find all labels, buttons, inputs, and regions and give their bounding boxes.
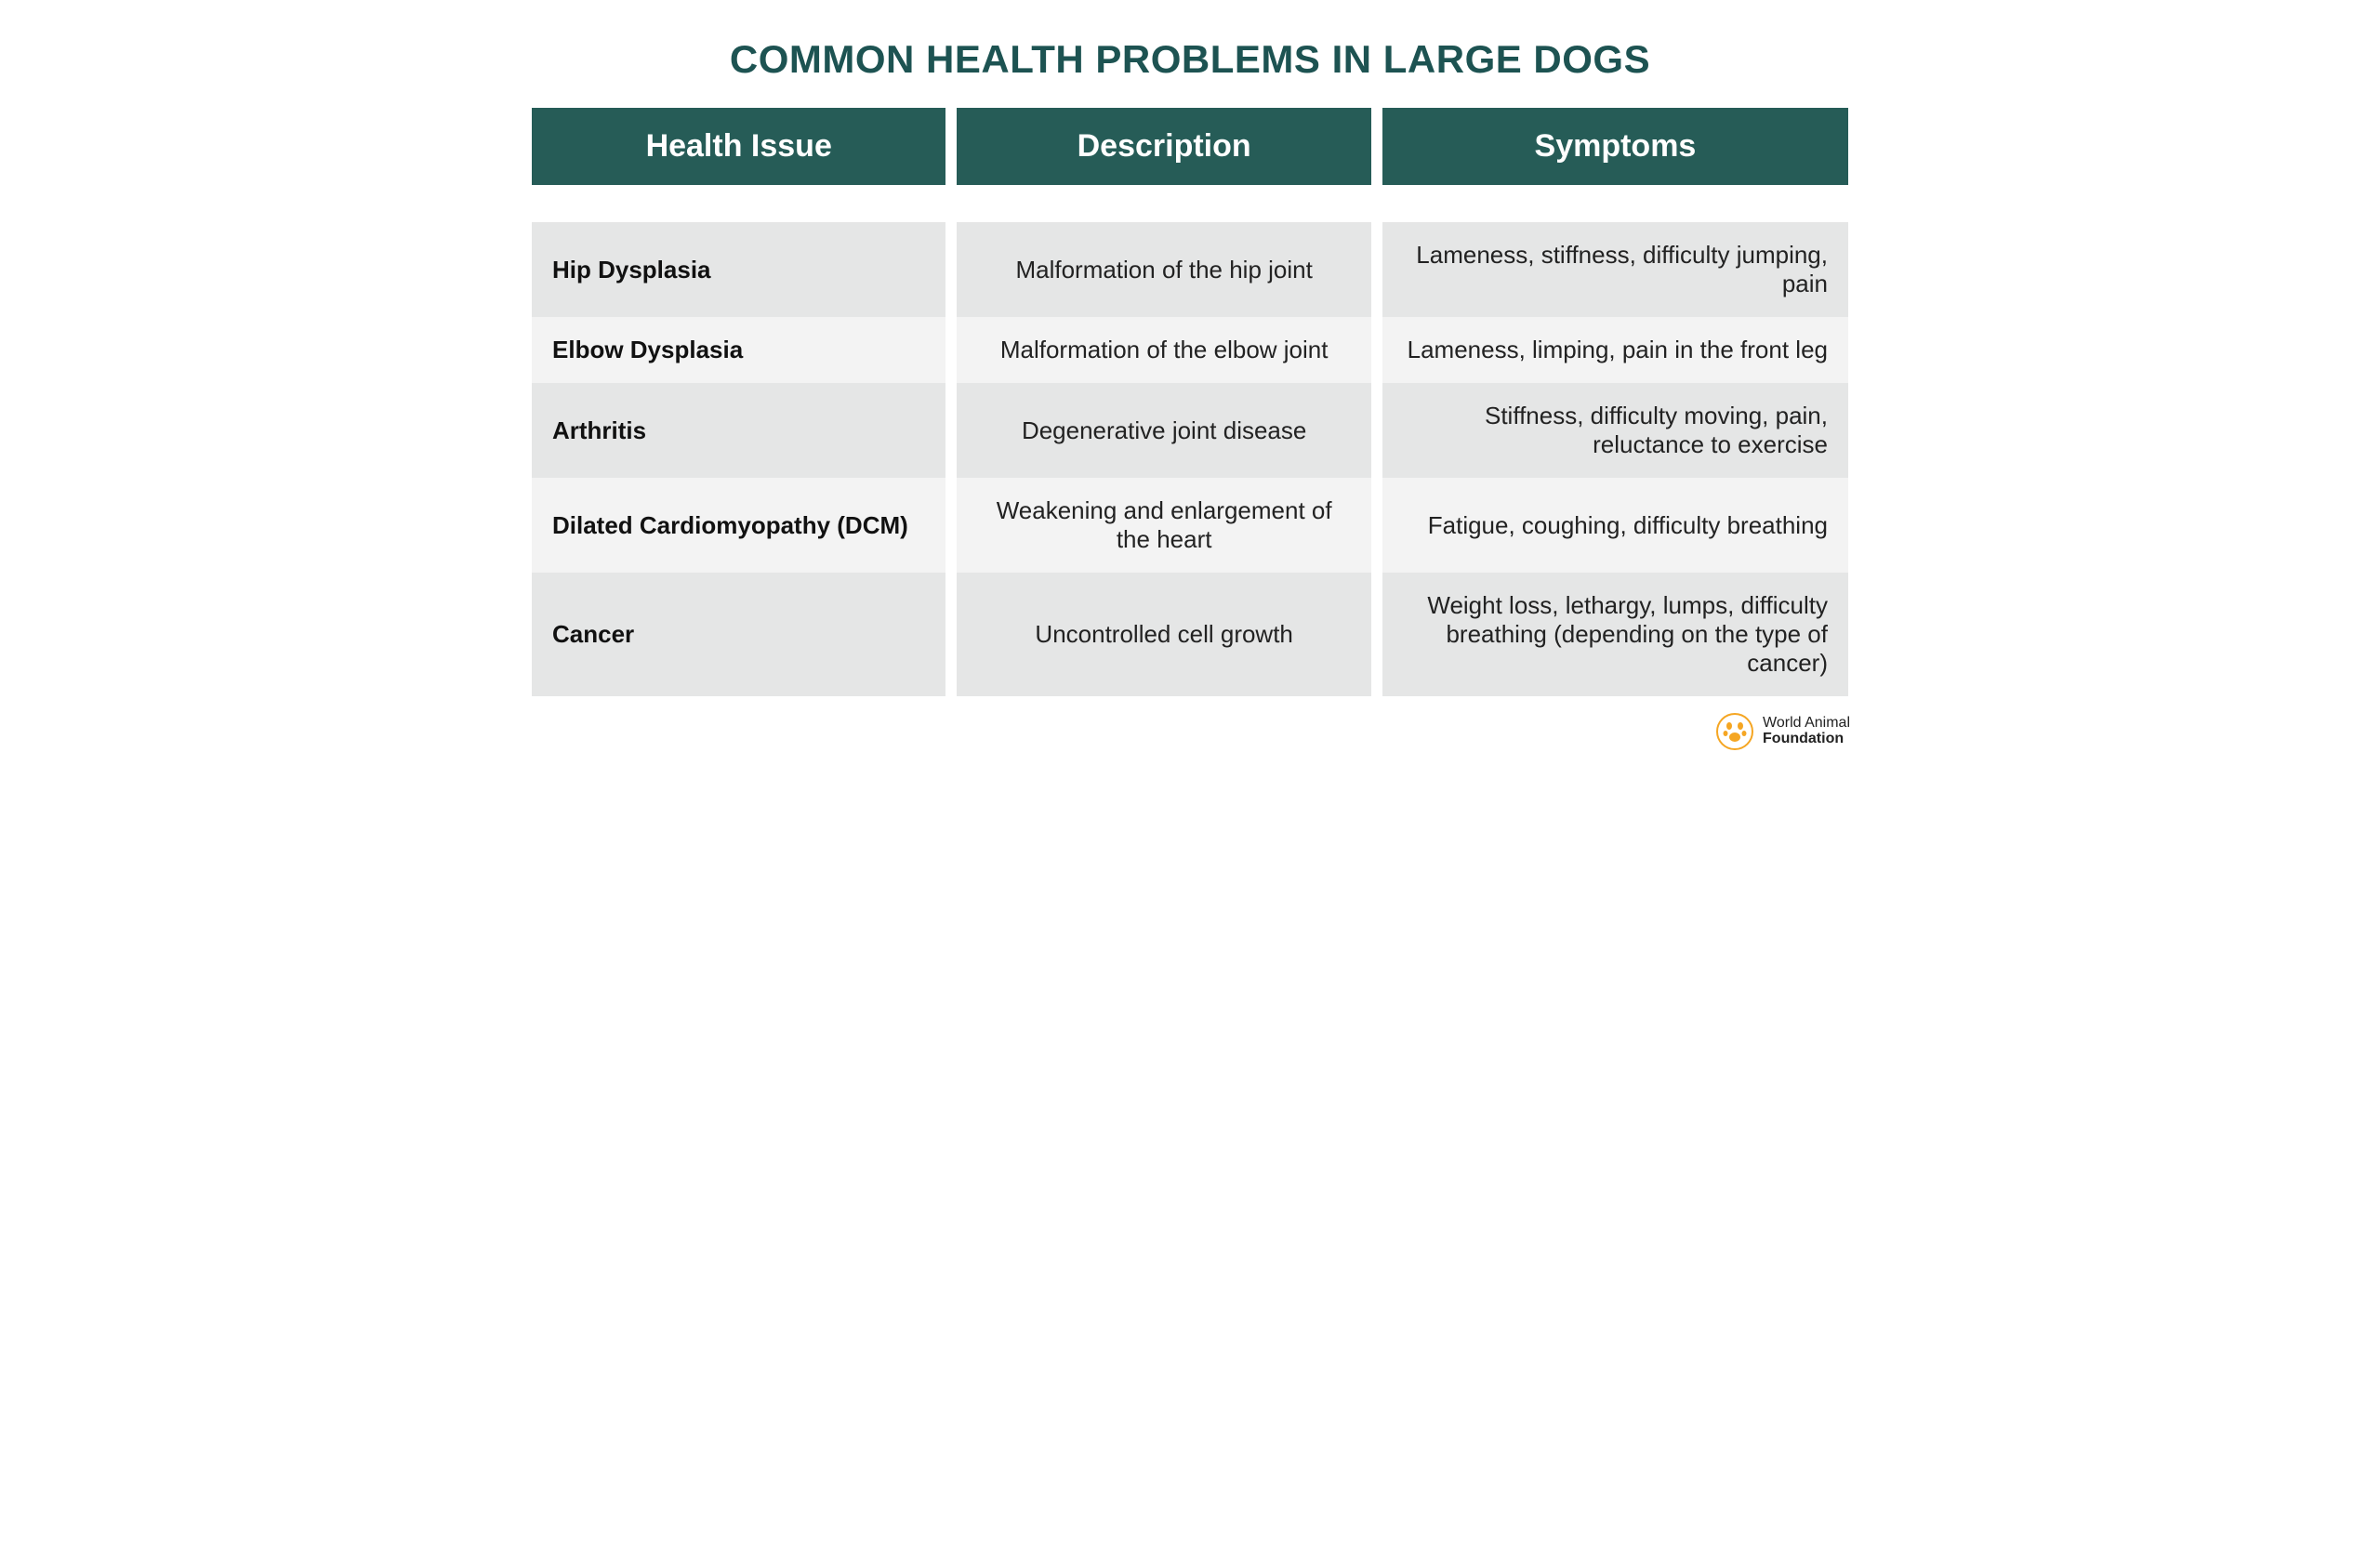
footer-text: World Animal Foundation: [1763, 716, 1850, 747]
cell-health-issue: Elbow Dysplasia: [532, 317, 945, 383]
cell-health-issue: Cancer: [532, 573, 945, 696]
cell-description: Uncontrolled cell growth: [957, 573, 1370, 696]
cell-symptoms: Fatigue, coughing, difficulty breathing: [1382, 478, 1848, 573]
cell-health-issue: Hip Dysplasia: [532, 222, 945, 317]
footer-line1: World Animal: [1763, 716, 1850, 732]
cell-description: Malformation of the elbow joint: [957, 317, 1370, 383]
header-description: Description: [957, 108, 1370, 185]
cell-symptoms: Weight loss, lethargy, lumps, difficulty…: [1382, 573, 1848, 696]
cell-symptoms: Stiffness, difficulty moving, pain, relu…: [1382, 383, 1848, 478]
cell-description: Weakening and enlargement of the heart: [957, 478, 1370, 573]
table-row: ArthritisDegenerative joint diseaseStiff…: [532, 383, 1848, 478]
table-header-row: Health Issue Description Symptoms: [532, 108, 1848, 185]
health-problems-table: Health Issue Description Symptoms Hip Dy…: [521, 108, 1859, 696]
table-row: CancerUncontrolled cell growthWeight los…: [532, 573, 1848, 696]
cell-symptoms: Lameness, limping, pain in the front leg: [1382, 317, 1848, 383]
header-health-issue: Health Issue: [532, 108, 945, 185]
cell-health-issue: Arthritis: [532, 383, 945, 478]
table-row: Hip DysplasiaMalformation of the hip joi…: [532, 222, 1848, 317]
footer-line2: Foundation: [1763, 732, 1850, 747]
header-spacer: [532, 185, 1848, 222]
table-row: Dilated Cardiomyopathy (DCM)Weakening an…: [532, 478, 1848, 573]
page-title: COMMON HEALTH PROBLEMS IN LARGE DOGS: [521, 37, 1859, 82]
cell-health-issue: Dilated Cardiomyopathy (DCM): [532, 478, 945, 573]
cell-symptoms: Lameness, stiffness, difficulty jumping,…: [1382, 222, 1848, 317]
header-symptoms: Symptoms: [1382, 108, 1848, 185]
table-body: Hip DysplasiaMalformation of the hip joi…: [532, 185, 1848, 696]
footer-attribution: World Animal Foundation: [521, 713, 1859, 750]
paw-circle-icon: [1716, 713, 1753, 750]
cell-description: Malformation of the hip joint: [957, 222, 1370, 317]
cell-description: Degenerative joint disease: [957, 383, 1370, 478]
table-row: Elbow DysplasiaMalformation of the elbow…: [532, 317, 1848, 383]
infographic-container: COMMON HEALTH PROBLEMS IN LARGE DOGS Hea…: [521, 37, 1859, 750]
